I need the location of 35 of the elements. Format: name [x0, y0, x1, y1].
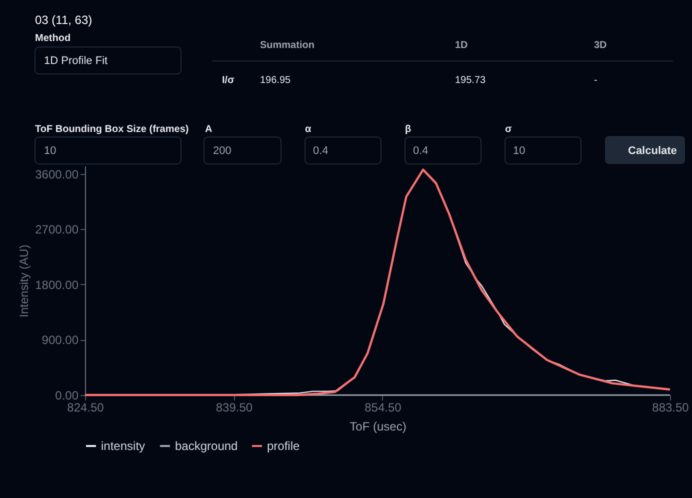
text: A: [205, 124, 212, 135]
text: 195.73: [455, 75, 486, 86]
text: 196.95: [260, 75, 292, 86]
x-tick-label: 839.50: [216, 400, 253, 414]
y-tick-label: 3600.00: [35, 167, 79, 182]
text: 1D Profile Fit: [44, 55, 108, 67]
text: 0.4: [413, 145, 428, 157]
text: σ: [505, 124, 512, 135]
text: Calculate: [628, 145, 677, 157]
text: 200: [213, 145, 232, 157]
legend-label: profile: [267, 439, 300, 453]
x-tick-label: 824.50: [67, 400, 104, 414]
text: 10: [44, 145, 56, 157]
text: β: [405, 124, 412, 135]
text: 03 (11, 63): [35, 13, 92, 27]
text: 3D: [594, 40, 607, 51]
legend-label: intensity: [101, 439, 146, 453]
text: Method: [35, 33, 71, 44]
x-tick-label: 883.50: [652, 400, 690, 414]
text: 10: [513, 145, 526, 157]
legend-label: background: [175, 439, 238, 453]
y-axis-title: Intensity (AU): [17, 244, 32, 318]
text: ToF Bounding Box Size (frames): [35, 124, 189, 135]
y-tick-label: 1800.00: [35, 278, 79, 292]
text: 1D: [455, 40, 468, 51]
y-tick-label: 0.00: [55, 388, 79, 402]
text: α: [305, 124, 312, 135]
y-tick-label: 2700.00: [35, 222, 79, 237]
text: Summation: [260, 40, 314, 51]
text: -: [594, 75, 598, 86]
text: 0.4: [313, 145, 328, 157]
y-tick-label: 900.00: [42, 333, 79, 348]
x-axis-title: ToF (usec): [350, 420, 406, 434]
x-tick-label: 854.50: [364, 400, 402, 414]
text: I/σ: [222, 75, 235, 86]
